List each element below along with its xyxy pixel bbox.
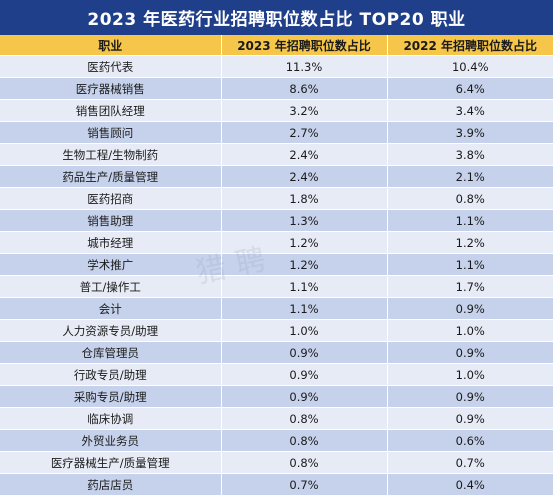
- cell-2023-share: 0.8%: [221, 430, 387, 452]
- cell-occupation: 销售顾问: [0, 122, 221, 144]
- cell-2023-share: 0.8%: [221, 452, 387, 474]
- cell-2022-share: 1.7%: [387, 276, 553, 298]
- cell-2023-share: 2.4%: [221, 166, 387, 188]
- cell-occupation: 销售团队经理: [0, 100, 221, 122]
- cell-2023-share: 2.7%: [221, 122, 387, 144]
- cell-2022-share: 10.4%: [387, 56, 553, 78]
- cell-occupation: 人力资源专员/助理: [0, 320, 221, 342]
- cell-2023-share: 1.2%: [221, 254, 387, 276]
- cell-occupation: 采购专员/助理: [0, 386, 221, 408]
- cell-2022-share: 1.0%: [387, 320, 553, 342]
- cell-2022-share: 0.8%: [387, 188, 553, 210]
- page-title: 2023 年医药行业招聘职位数占比 TOP20 职业: [0, 0, 553, 35]
- cell-2022-share: 0.4%: [387, 474, 553, 495]
- cell-2023-share: 0.8%: [221, 408, 387, 430]
- cell-2022-share: 2.1%: [387, 166, 553, 188]
- cell-2022-share: 3.4%: [387, 100, 553, 122]
- cell-occupation: 学术推广: [0, 254, 221, 276]
- cell-2023-share: 8.6%: [221, 78, 387, 100]
- cell-2022-share: 0.7%: [387, 452, 553, 474]
- cell-occupation: 仓库管理员: [0, 342, 221, 364]
- cell-2023-share: 1.1%: [221, 276, 387, 298]
- cell-2023-share: 1.2%: [221, 232, 387, 254]
- column-header-occupation: 职业: [0, 35, 221, 56]
- cell-2022-share: 3.9%: [387, 122, 553, 144]
- cell-occupation: 会计: [0, 298, 221, 320]
- cell-2022-share: 1.1%: [387, 254, 553, 276]
- cell-occupation: 医药招商: [0, 188, 221, 210]
- column-header-2023: 2023 年招聘职位数占比: [221, 35, 387, 56]
- cell-occupation: 普工/操作工: [0, 276, 221, 298]
- cell-2022-share: 0.6%: [387, 430, 553, 452]
- cell-occupation: 临床协调: [0, 408, 221, 430]
- cell-occupation: 药品生产/质量管理: [0, 166, 221, 188]
- cell-2022-share: 0.9%: [387, 408, 553, 430]
- cell-2022-share: 1.2%: [387, 232, 553, 254]
- cell-occupation: 医疗器械销售: [0, 78, 221, 100]
- cell-occupation: 药店店员: [0, 474, 221, 495]
- cell-occupation: 行政专员/助理: [0, 364, 221, 386]
- cell-occupation: 生物工程/生物制药: [0, 144, 221, 166]
- cell-2022-share: 0.9%: [387, 342, 553, 364]
- cell-2023-share: 0.7%: [221, 474, 387, 495]
- cell-2023-share: 2.4%: [221, 144, 387, 166]
- cell-occupation: 销售助理: [0, 210, 221, 232]
- cell-2022-share: 1.1%: [387, 210, 553, 232]
- cell-occupation: 城市经理: [0, 232, 221, 254]
- cell-2022-share: 6.4%: [387, 78, 553, 100]
- cell-occupation: 医疗器械生产/质量管理: [0, 452, 221, 474]
- cell-occupation: 医药代表: [0, 56, 221, 78]
- cell-2023-share: 3.2%: [221, 100, 387, 122]
- cell-occupation: 外贸业务员: [0, 430, 221, 452]
- cell-2022-share: 0.9%: [387, 298, 553, 320]
- cell-2023-share: 1.8%: [221, 188, 387, 210]
- cell-2023-share: 0.9%: [221, 364, 387, 386]
- cell-2022-share: 1.0%: [387, 364, 553, 386]
- column-header-2022: 2022 年招聘职位数占比: [387, 35, 553, 56]
- cell-2023-share: 1.1%: [221, 298, 387, 320]
- cell-2023-share: 1.0%: [221, 320, 387, 342]
- cell-2023-share: 0.9%: [221, 342, 387, 364]
- cell-2022-share: 3.8%: [387, 144, 553, 166]
- cell-2022-share: 0.9%: [387, 386, 553, 408]
- cell-2023-share: 1.3%: [221, 210, 387, 232]
- header-row: 职业 2023 年招聘职位数占比 2022 年招聘职位数占比: [0, 35, 553, 56]
- cell-2023-share: 0.9%: [221, 386, 387, 408]
- cell-2023-share: 11.3%: [221, 56, 387, 78]
